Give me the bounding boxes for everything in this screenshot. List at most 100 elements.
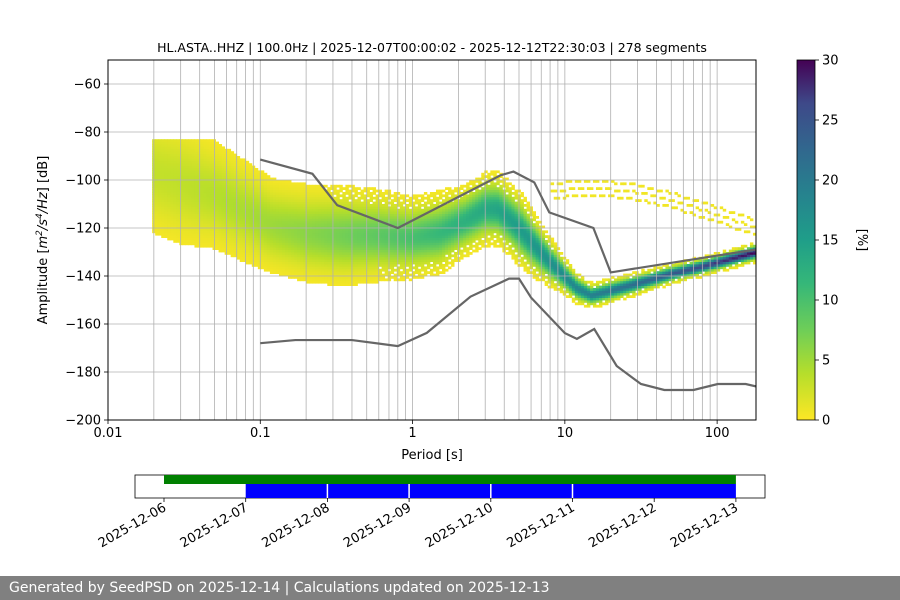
heatmap-cell <box>197 153 201 157</box>
heatmap-cell <box>463 204 467 207</box>
heatmap-cell <box>312 259 316 262</box>
heatmap-cell <box>275 213 280 217</box>
heatmap-cell <box>423 261 428 265</box>
heatmap-cell <box>233 208 238 212</box>
heatmap-cell <box>490 230 494 234</box>
heatmap-cell <box>278 249 283 253</box>
heatmap-cell <box>291 242 295 246</box>
heatmap-cell <box>285 271 289 274</box>
heatmap-cell <box>257 228 262 231</box>
heatmap-cell <box>454 218 458 222</box>
heatmap-cell <box>245 194 250 198</box>
heatmap-cell <box>303 254 307 258</box>
heatmap-cell <box>342 259 346 262</box>
heatmap-cell <box>188 160 192 164</box>
heatmap-cell <box>182 194 186 198</box>
heatmap-cell <box>230 201 235 205</box>
heatmap-cell <box>248 216 253 219</box>
heatmap-cell <box>191 148 195 152</box>
heatmap-cell <box>511 242 515 246</box>
heatmap-cell <box>330 216 334 219</box>
heatmap-cell <box>435 256 440 260</box>
heatmap-cell <box>568 288 573 291</box>
heatmap-cell <box>399 247 404 250</box>
heatmap-cell <box>291 252 295 255</box>
heatmap-cell <box>233 254 238 258</box>
heatmap-cell <box>176 139 180 142</box>
heatmap-cell <box>366 247 370 250</box>
heatmap-cell <box>297 256 301 260</box>
heatmap-cell <box>372 276 376 279</box>
heatmap-cell <box>306 204 310 207</box>
heatmap-cell <box>369 230 373 234</box>
heatmap-cell <box>411 204 416 207</box>
heatmap-cell <box>300 235 304 238</box>
heatmap-cell <box>263 223 268 226</box>
heatmap-cell <box>550 285 555 289</box>
heatmap-cell <box>348 283 352 286</box>
heatmap-cell <box>330 252 334 255</box>
heatmap-cell <box>209 160 213 164</box>
heatmap-cell <box>272 266 277 270</box>
heatmap-cell <box>285 208 289 212</box>
heatmap-cell <box>469 230 473 234</box>
heatmap-cell <box>378 208 383 212</box>
heatmap-cell <box>194 146 198 150</box>
heatmap-cell <box>333 271 337 274</box>
heatmap-cell <box>396 199 401 202</box>
heatmap-cell <box>360 218 364 222</box>
heatmap-cell <box>417 264 422 267</box>
heatmap-cell <box>206 192 210 195</box>
heatmap-cell <box>215 194 219 198</box>
heatmap-cell <box>565 276 570 279</box>
heatmap-cell <box>161 225 165 229</box>
heatmap-cell <box>281 240 286 243</box>
heatmap-cell <box>272 192 277 195</box>
heatmap-cell <box>321 278 325 282</box>
heatmap-cell <box>363 240 367 243</box>
heatmap-cell <box>200 244 204 248</box>
heatmap-cell <box>366 206 370 210</box>
heatmap-cell <box>487 204 491 207</box>
heatmap-cell <box>435 268 440 272</box>
heatmap-cell <box>463 201 467 205</box>
heatmap-cell <box>472 206 476 210</box>
heatmap-cell <box>363 261 367 265</box>
heatmap-cell <box>438 266 443 270</box>
heatmap-cell <box>327 254 331 258</box>
heatmap-cell <box>393 218 398 222</box>
heatmap-cell <box>260 182 265 186</box>
heatmap-cell <box>230 151 235 154</box>
heatmap-cell <box>442 268 446 272</box>
heatmap-cell <box>568 264 573 267</box>
heatmap-cell <box>396 261 401 265</box>
heatmap-cell <box>227 242 232 246</box>
heatmap-cell <box>281 232 286 236</box>
heatmap-cell <box>303 199 307 202</box>
heatmap-cell <box>315 273 319 277</box>
heatmap-cell <box>164 148 168 152</box>
heatmap-cell <box>448 247 452 250</box>
heatmap-cell <box>429 244 434 248</box>
heatmap-cell <box>260 247 265 250</box>
heatmap-cell <box>565 273 570 277</box>
heatmap-cell <box>170 223 174 226</box>
heatmap-cell <box>164 235 168 238</box>
heatmap-cell <box>303 211 307 214</box>
heatmap-cell <box>532 216 536 219</box>
heatmap-cell <box>559 264 564 267</box>
heatmap-cell <box>278 208 283 212</box>
heatmap-cell <box>550 280 555 284</box>
heatmap-cell <box>176 192 180 195</box>
heatmap-cell <box>288 208 292 212</box>
heatmap-cell <box>227 240 232 243</box>
heatmap-cell <box>167 232 171 236</box>
heatmap-cell <box>209 201 213 205</box>
heatmap-cell <box>508 201 512 205</box>
heatmap-cell <box>372 271 376 274</box>
heatmap-cell <box>206 216 210 219</box>
heatmap-cell <box>272 184 277 188</box>
heatmap-cell <box>275 259 280 262</box>
heatmap-cell <box>384 278 389 282</box>
heatmap-cell <box>499 201 503 205</box>
